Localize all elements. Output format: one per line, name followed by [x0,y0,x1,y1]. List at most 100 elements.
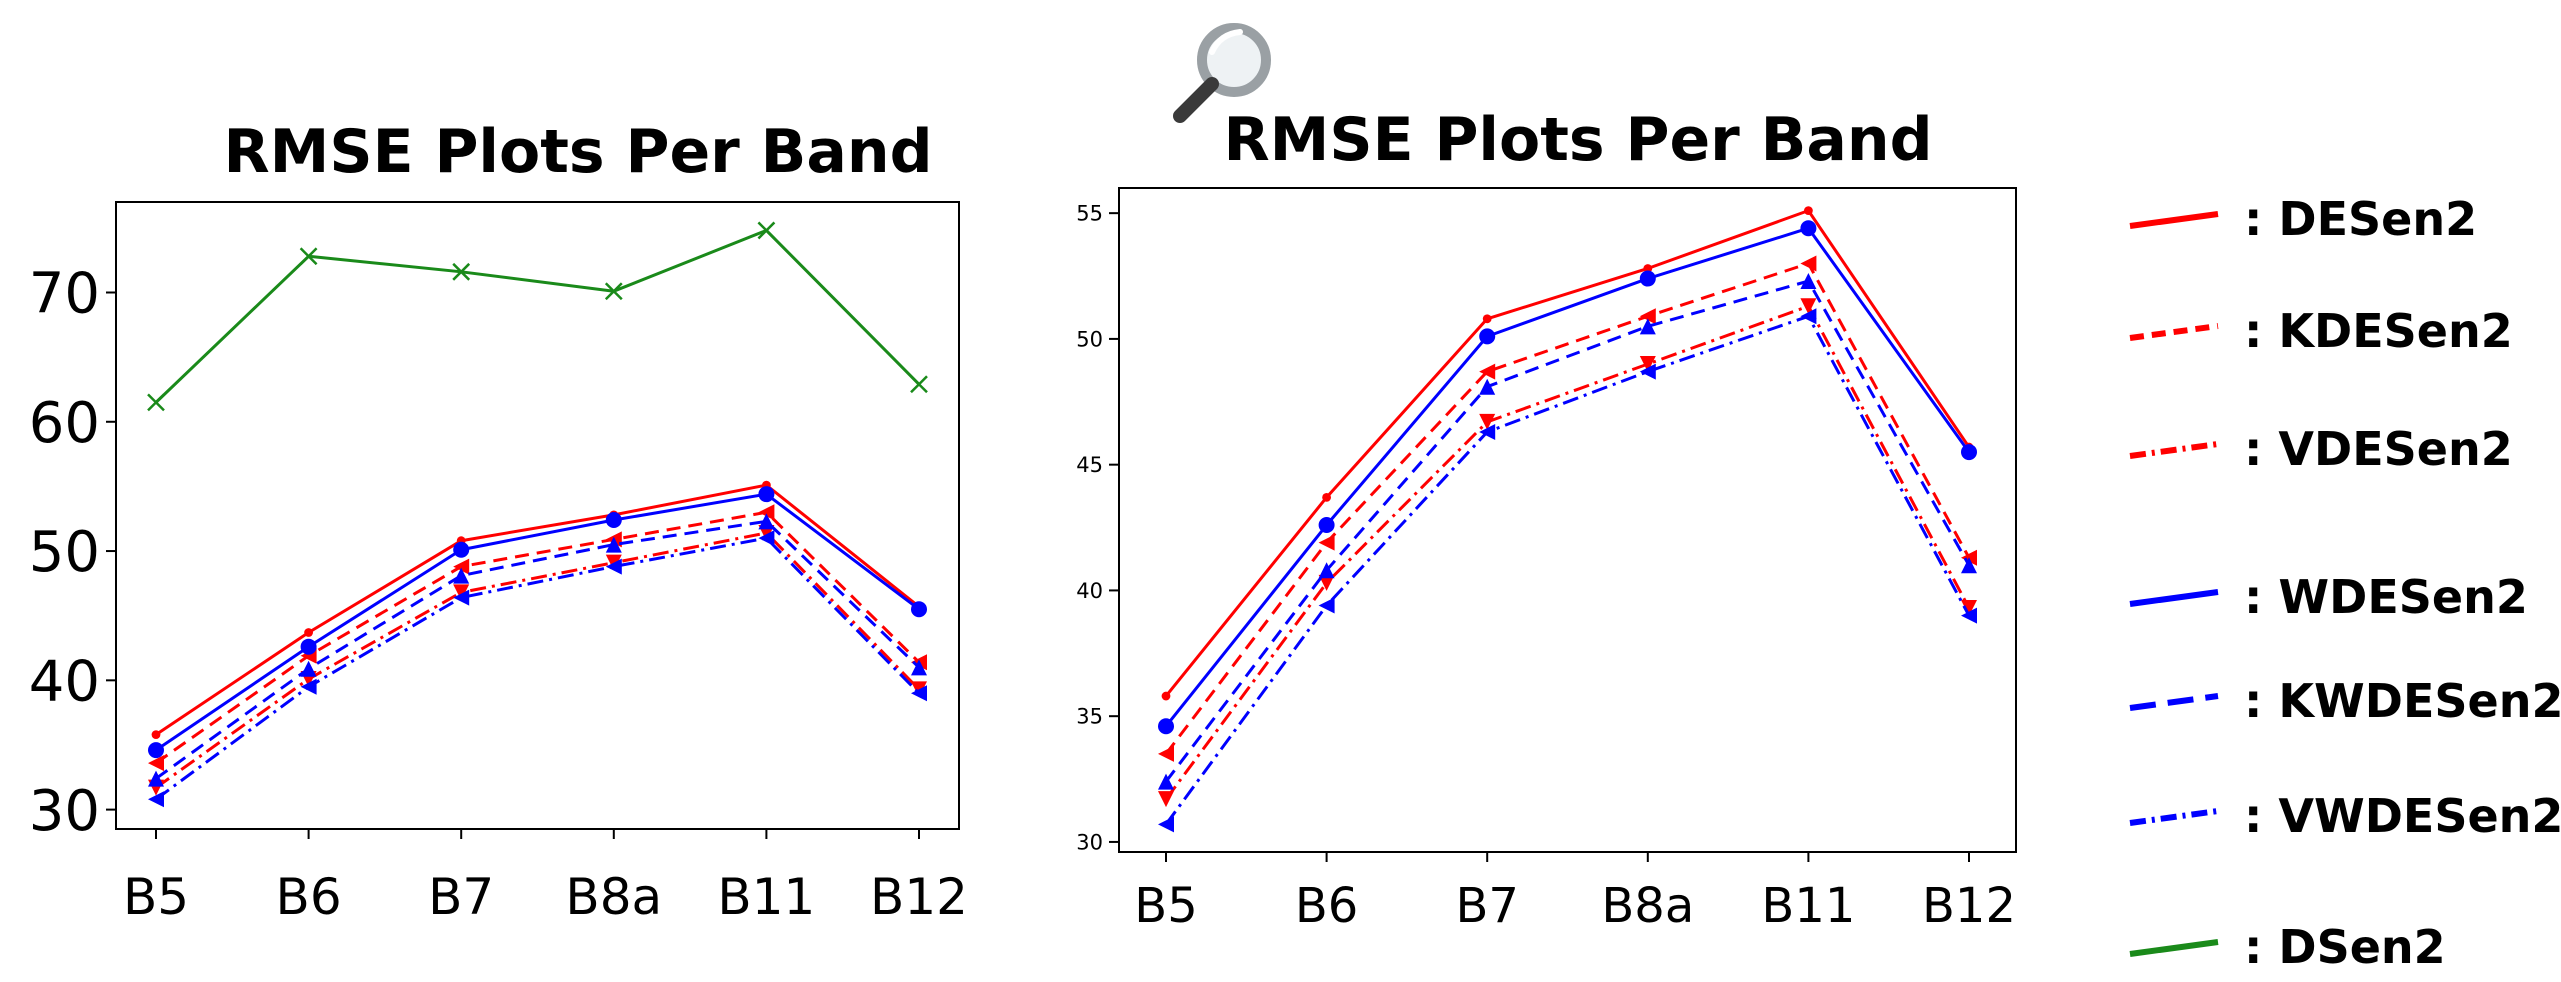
x-tick-label: B5 [1134,878,1197,934]
data-point-vwdesen2 [148,791,164,808]
legend-label-desen2: : DESen2 [2244,192,2477,246]
x-tick-label: B11 [1761,878,1855,934]
data-point-kdesen2 [1158,745,1174,762]
data-point-wdesen2 [605,512,622,529]
data-point-kwdesen2 [911,659,927,676]
legend: : DESen2: KDESen2: VDESen2: WDESen2: KWD… [2129,192,2561,974]
data-point-wdesen2 [453,541,470,558]
data-point-vwdesen2 [605,558,622,575]
y-tick-label: 30 [1076,830,1103,854]
series-line-kdesen2 [1164,261,1971,755]
data-point-kwdesen2 [1318,562,1335,579]
x-tick-label: B7 [1455,878,1518,934]
data-point-wdesen2 [1800,220,1817,237]
left-plot-frame [115,201,960,830]
data-point-vwdesen2 [453,589,470,606]
data-point-dsen2 [604,282,623,301]
data-point-kdesen2 [1639,308,1656,325]
data-point-dsen2 [452,262,471,281]
data-point-vwdesen2 [1961,607,1977,624]
data-point-vwdesen2 [1479,423,1496,440]
data-point-vwdesen2 [911,685,927,702]
data-point-wdesen2 [1961,444,1977,461]
legend-swatch-wdesen2 [2129,589,2219,607]
data-point-vdesen2 [1158,791,1174,808]
data-point-desen2 [151,730,161,740]
right-x-axis: B5 B6 B7 B8a B11 B12 [1134,852,2016,934]
series-line-wdesen2 [1164,226,1971,728]
x-tick-label: B12 [1922,878,2016,934]
data-point-vwdesen2 [1639,363,1656,380]
data-point-kwdesen2 [1158,773,1174,790]
x-tick-label: B11 [717,868,815,926]
y-tick-label: 40 [29,649,100,714]
data-point-vwdesen2 [1158,816,1174,833]
data-point-vdesen2 [1800,298,1817,315]
x-tick-label: B6 [276,868,342,926]
series-line-wdesen2 [155,492,920,752]
magnifier-icon[interactable] [1173,23,1271,123]
left-chart-title: RMSE Plots Per Band [223,117,932,187]
data-point-desen2 [1804,206,1813,216]
data-point-vdesen2 [1479,413,1496,430]
legend-label-kwdesen2: : KWDESen2 [2244,674,2561,728]
y-tick-label: 35 [1076,705,1103,729]
data-point-wdesen2 [1639,270,1656,287]
data-point-wdesen2 [300,638,317,655]
x-tick-label: B8a [1601,878,1694,934]
y-tick-label: 50 [29,520,100,585]
data-point-vdesen2 [453,584,470,601]
left-y-axis: 30 40 50 60 70 [29,262,116,844]
data-point-vwdesen2 [758,530,775,547]
x-tick-label: B12 [870,868,968,926]
x-tick-label: B7 [428,868,494,926]
x-tick-label: B6 [1295,878,1358,934]
data-point-desen2 [1322,492,1331,502]
data-point-wdesen2 [1158,718,1174,735]
x-tick-label: B5 [123,868,189,926]
series-line-kdesen2 [155,510,921,765]
left-rmse-chart: RMSE Plots Per Band 30 40 50 60 70 B5 B6 B7 B8a… [29,117,968,926]
data-point-desen2 [1643,264,1653,273]
y-tick-label: 60 [29,391,100,456]
series-line-dsen2 [154,228,921,404]
data-point-dsen2 [147,393,165,412]
data-point-kdesen2 [758,504,775,521]
data-point-dsen2 [299,247,318,266]
series-line-vdesen2 [155,531,921,789]
y-tick-label: 30 [29,779,100,844]
data-point-vwdesen2 [1318,597,1335,614]
data-point-kdesen2 [148,755,164,772]
legend-label-wdesen2: : WDESen2 [2244,570,2528,624]
data-point-kdesen2 [1318,534,1335,551]
data-point-kwdesen2 [1479,378,1496,395]
data-point-vdesen2 [1318,574,1335,591]
legend-swatch-dsen2 [2129,939,2219,957]
series-line-kwdesen2 [155,519,921,780]
data-point-vwdesen2 [1800,308,1817,325]
data-point-vwdesen2 [300,678,317,695]
legend-swatch-kdesen2 [2129,323,2219,341]
data-point-dsen2 [910,375,928,394]
x-tick-label: B8a [565,868,662,926]
data-point-wdesen2 [148,742,164,759]
data-point-kwdesen2 [148,770,164,787]
data-point-kwdesen2 [453,567,470,584]
data-point-wdesen2 [758,486,775,503]
y-tick-label: 55 [1076,202,1103,226]
right-plot-frame [1118,187,2017,853]
data-point-desen2 [1482,314,1492,324]
legend-label-kdesen2: : KDESen2 [2244,304,2513,358]
y-tick-label: 70 [29,262,100,327]
legend-label-vwdesen2: : VWDESen2 [2244,789,2561,843]
data-point-kwdesen2 [1639,318,1656,335]
data-point-kdesen2 [453,558,470,575]
data-point-desen2 [1161,691,1171,701]
left-series-group [147,221,928,808]
data-point-desen2 [304,628,313,637]
y-tick-label: 40 [1076,579,1103,603]
left-x-axis: B5 B6 B7 B8a B11 B12 [123,829,968,926]
legend-swatch-kwdesen2 [2129,693,2219,711]
